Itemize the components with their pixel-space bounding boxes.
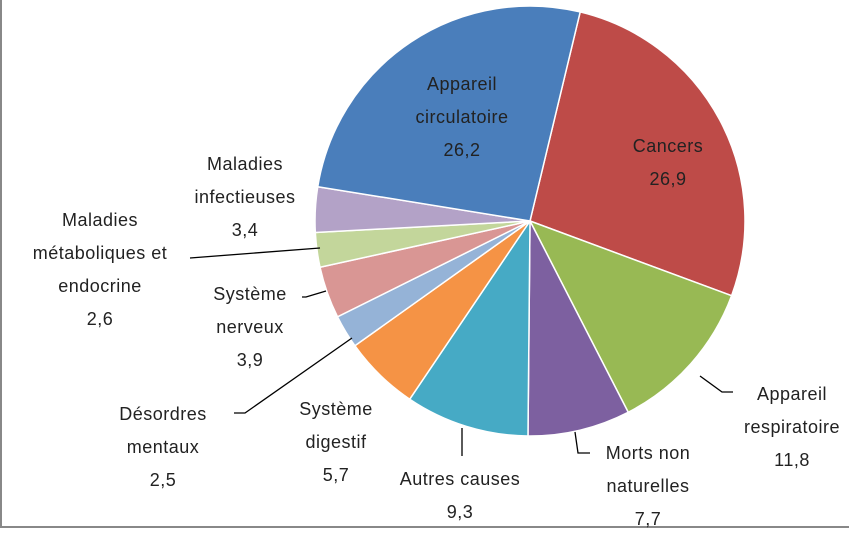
category-label: Système digestif — [299, 399, 373, 452]
value-label: 3,4 — [231, 220, 259, 240]
leader-line — [302, 290, 327, 298]
pie-slice — [408, 218, 531, 437]
pie-slice — [528, 219, 733, 414]
slice-label: Désordres mentaux 2,5 — [98, 398, 228, 497]
slice-label: Appareil circulatoire 26,2 — [397, 68, 527, 167]
slices — [314, 5, 746, 437]
leader-line — [699, 375, 733, 393]
value-label: 7,7 — [634, 509, 662, 529]
slice-label: Maladies infectieuses 3,4 — [185, 148, 305, 247]
value-label: 3,9 — [236, 350, 264, 370]
slice-label: Appareil respiratoire 11,8 — [732, 378, 851, 477]
slice-label: Cancers 26,9 — [608, 130, 728, 196]
category-label: Maladies infectieuses — [194, 154, 296, 207]
category-label: Appareil circulatoire — [415, 74, 509, 127]
value-label: 26,9 — [649, 169, 687, 189]
slice-label: Système digestif 5,7 — [286, 393, 386, 492]
value-label: 9,3 — [446, 502, 474, 522]
leader-line — [189, 247, 321, 259]
category-label: Maladies métaboliques et endocrine — [32, 210, 168, 296]
value-label: 11,8 — [774, 450, 810, 470]
slice-label: Morts non naturelles 7,7 — [583, 437, 713, 536]
slice-label: Système nerveux 3,9 — [195, 278, 305, 377]
pie-slice — [527, 220, 630, 437]
category-label: Désordres mentaux — [119, 404, 207, 457]
slice-label: Maladies métaboliques et endocrine 2,6 — [25, 204, 175, 336]
pie-slice — [529, 11, 746, 297]
category-label: Appareil respiratoire — [743, 384, 841, 437]
leader-line — [234, 337, 353, 414]
value-label: 26,2 — [443, 140, 481, 160]
value-label: 2,5 — [149, 470, 177, 490]
value-label: 2,6 — [86, 309, 114, 329]
category-label: Morts non naturelles — [605, 443, 691, 496]
value-label: 5,7 — [322, 465, 350, 485]
pie-slice — [316, 5, 582, 222]
category-label: Cancers — [632, 136, 704, 156]
leader-line — [574, 431, 590, 454]
category-label: Autres causes — [399, 469, 521, 489]
slice-label: Autres causes 9,3 — [385, 463, 535, 529]
category-label: Système nerveux — [213, 284, 287, 337]
